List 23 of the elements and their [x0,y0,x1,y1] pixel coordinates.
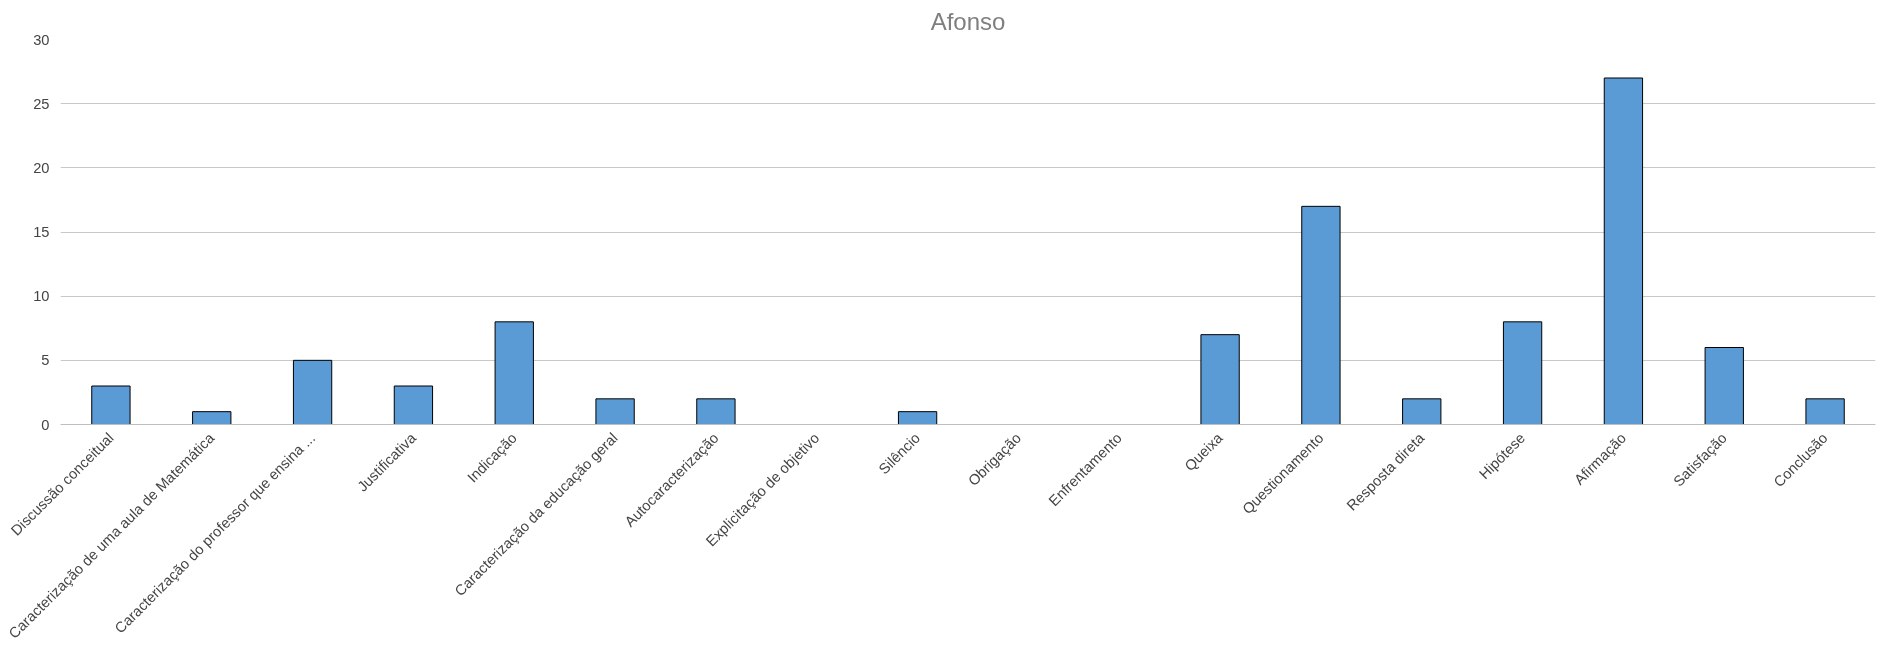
bar [91,385,131,425]
bar [897,411,938,425]
y-tick-label: 25 [33,95,50,112]
y-tick-label: 20 [33,159,50,176]
chart-title: Afonso [930,7,1006,35]
bar [1402,398,1442,425]
bar [1704,347,1744,425]
bar [696,398,736,425]
bar [292,359,333,425]
bar [393,385,434,425]
y-tick-label: 5 [41,352,50,369]
bar [1603,77,1644,425]
bar [595,398,635,425]
bar [192,411,232,425]
y-tick-label: 15 [33,224,50,240]
y-tick-label: 10 [33,288,50,305]
bar [1200,334,1240,425]
bar [1805,398,1845,425]
y-tick-label: 30 [33,31,50,48]
bar [1301,205,1341,425]
y-tick-label: 0 [41,416,50,433]
bar [1502,321,1543,425]
bar [494,321,534,425]
